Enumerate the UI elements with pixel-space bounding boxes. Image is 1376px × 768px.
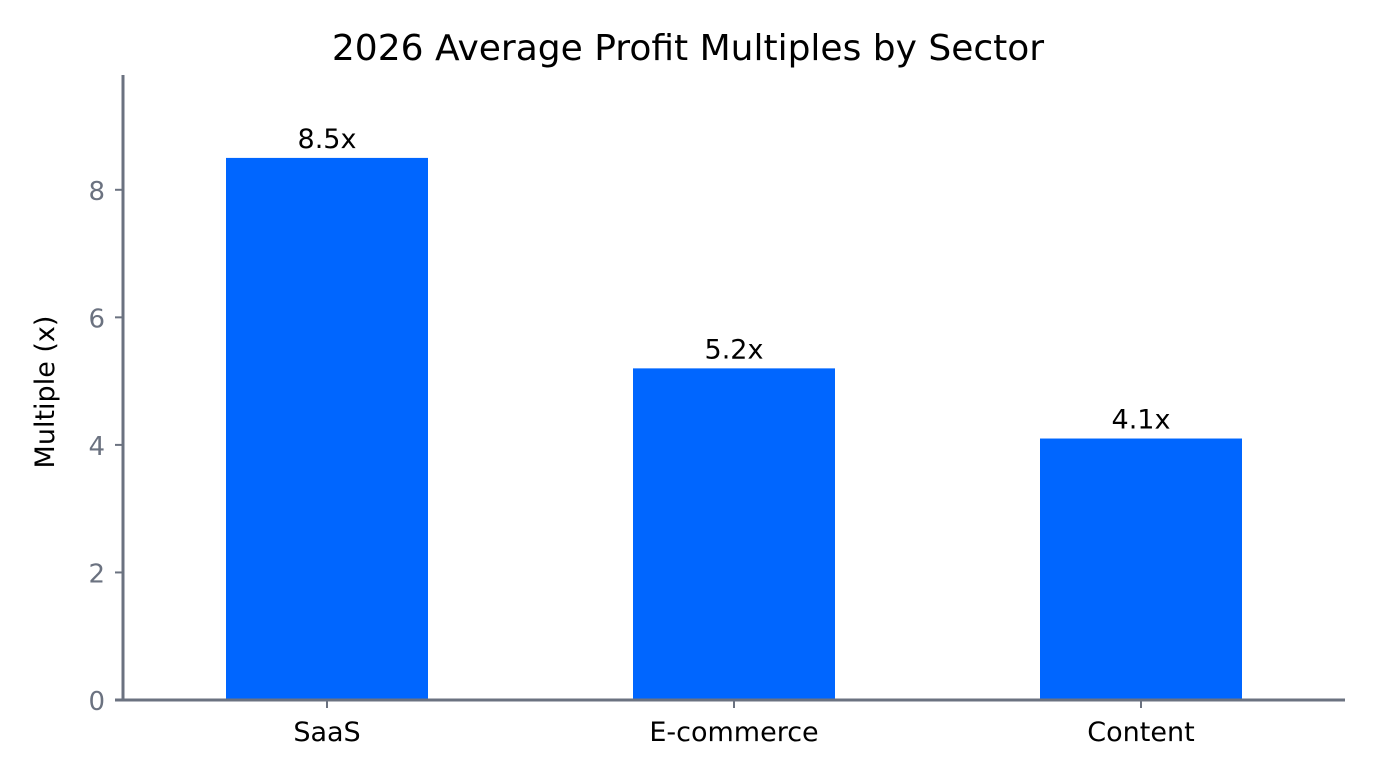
bar-content bbox=[1040, 438, 1242, 700]
x-tick-label: E-commerce bbox=[649, 717, 818, 748]
y-tick-label: 0 bbox=[88, 687, 105, 717]
data-label: 4.1x bbox=[1112, 405, 1171, 436]
y-tick-label: 6 bbox=[88, 304, 105, 334]
x-tick-label: SaaS bbox=[293, 717, 360, 748]
bar-e-commerce bbox=[633, 368, 835, 700]
y-axis-label: Multiple (x) bbox=[30, 316, 61, 469]
x-tick-label: Content bbox=[1087, 717, 1194, 748]
bar-saas bbox=[226, 157, 428, 701]
y-tick-label: 4 bbox=[88, 432, 105, 462]
data-label: 5.2x bbox=[705, 334, 764, 365]
y-tick-label: 8 bbox=[88, 177, 105, 207]
data-label: 8.5x bbox=[298, 124, 357, 155]
y-tick-label: 2 bbox=[88, 559, 105, 589]
chart-title: 2026 Average Profit Multiples by Sector bbox=[332, 28, 1044, 69]
